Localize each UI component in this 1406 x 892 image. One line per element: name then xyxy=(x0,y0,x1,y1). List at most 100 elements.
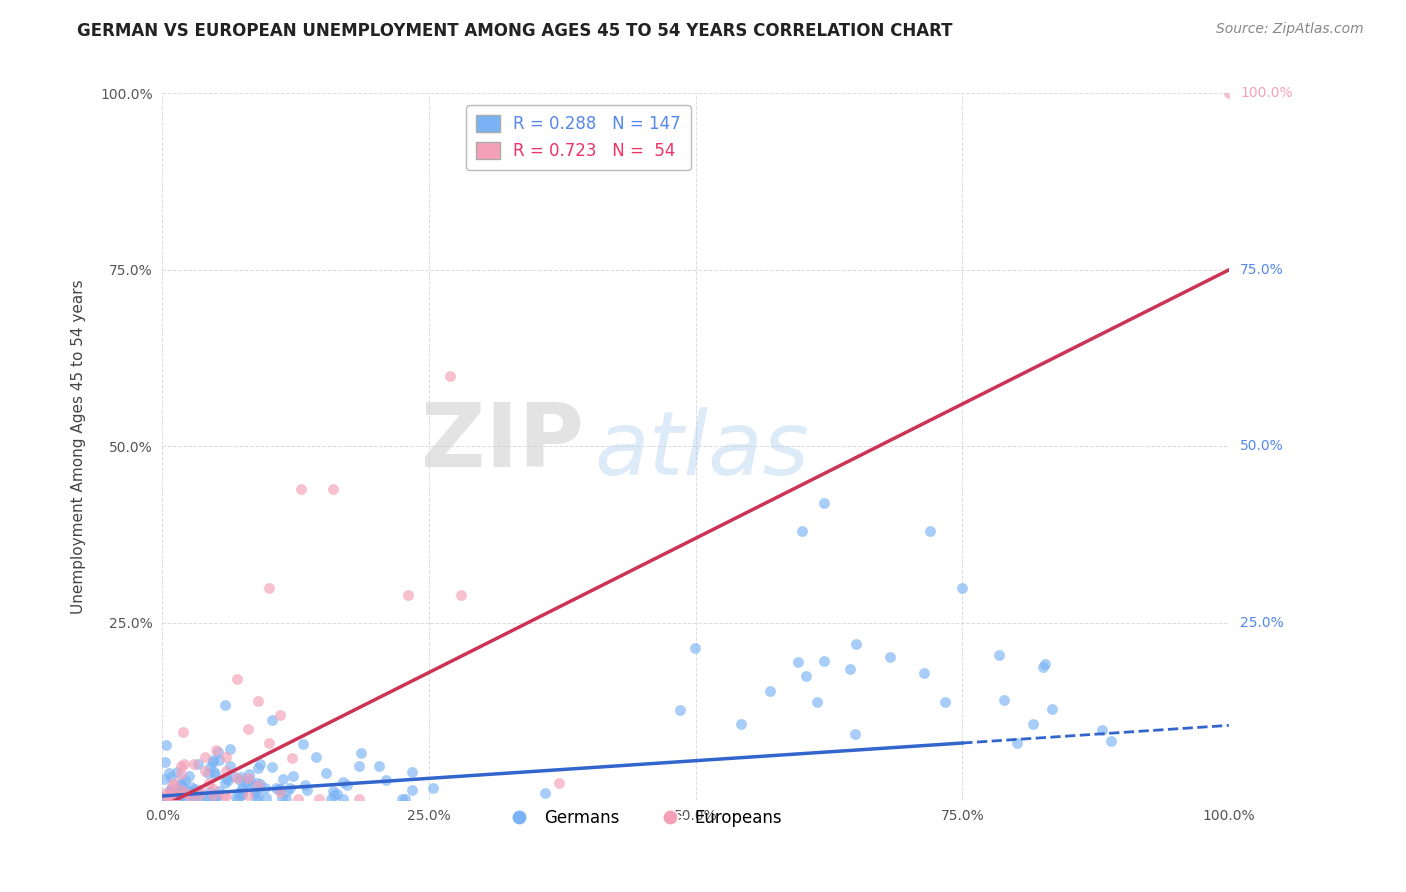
Point xyxy=(201,753,224,767)
Point xyxy=(166,764,188,779)
Point xyxy=(208,753,231,767)
Point xyxy=(269,781,291,796)
Point xyxy=(201,789,224,803)
Point xyxy=(260,760,283,774)
Point xyxy=(335,778,357,792)
Point xyxy=(170,766,193,780)
Point xyxy=(439,368,461,383)
Point xyxy=(1022,717,1045,731)
Point xyxy=(249,756,271,771)
Point xyxy=(198,760,221,774)
Point xyxy=(160,770,183,784)
Point xyxy=(202,788,225,802)
Point xyxy=(231,780,253,795)
Point xyxy=(188,783,211,797)
Point xyxy=(215,771,238,785)
Point xyxy=(322,482,344,496)
Point xyxy=(1099,734,1122,748)
Point xyxy=(205,788,228,802)
Point xyxy=(226,772,249,786)
Point xyxy=(179,784,201,798)
Point xyxy=(236,788,259,802)
Point xyxy=(157,791,180,805)
Point xyxy=(269,707,291,722)
Point xyxy=(167,787,190,801)
Point xyxy=(229,773,252,788)
Point xyxy=(155,789,177,803)
Point xyxy=(153,791,176,805)
Point xyxy=(201,782,224,797)
Point xyxy=(308,792,330,806)
Point xyxy=(156,789,179,803)
Point xyxy=(668,703,690,717)
Point xyxy=(450,588,472,602)
Point xyxy=(225,789,247,804)
Point xyxy=(229,770,252,784)
Point xyxy=(281,751,304,765)
Point xyxy=(305,750,328,764)
Point xyxy=(792,524,814,538)
Point xyxy=(153,792,176,806)
Point xyxy=(215,764,238,779)
Point xyxy=(204,767,226,781)
Point xyxy=(201,755,224,769)
Point xyxy=(322,784,344,798)
Point xyxy=(269,785,291,799)
Point xyxy=(159,789,181,803)
Point xyxy=(332,792,354,806)
Point xyxy=(173,789,195,803)
Point xyxy=(236,722,259,736)
Point xyxy=(221,769,243,783)
Point xyxy=(195,790,218,805)
Point xyxy=(879,650,901,665)
Point xyxy=(246,776,269,790)
Point xyxy=(315,766,337,780)
Point xyxy=(173,772,195,787)
Point xyxy=(162,779,184,793)
Point xyxy=(214,698,236,712)
Point xyxy=(912,666,935,681)
Point xyxy=(283,769,305,783)
Point xyxy=(201,788,224,802)
Point xyxy=(548,776,571,790)
Point xyxy=(260,713,283,727)
Point xyxy=(257,736,280,750)
Point xyxy=(257,581,280,595)
Point xyxy=(271,791,294,805)
Point xyxy=(215,789,238,804)
Point xyxy=(170,759,193,773)
Point xyxy=(264,781,287,796)
Point xyxy=(730,717,752,731)
Point xyxy=(214,775,236,789)
Point xyxy=(204,743,226,757)
Text: Source: ZipAtlas.com: Source: ZipAtlas.com xyxy=(1216,22,1364,37)
Point xyxy=(166,783,188,797)
Point xyxy=(180,786,202,800)
Point xyxy=(169,787,191,801)
Point xyxy=(215,750,238,764)
Point xyxy=(254,790,277,805)
Point xyxy=(183,757,205,772)
Point xyxy=(153,755,176,769)
Point xyxy=(993,693,1015,707)
Point xyxy=(197,765,219,780)
Point xyxy=(163,785,186,799)
Point xyxy=(332,775,354,789)
Point xyxy=(208,784,231,798)
Point xyxy=(198,776,221,790)
Point xyxy=(813,654,835,668)
Point xyxy=(184,781,207,796)
Text: GERMAN VS EUROPEAN UNEMPLOYMENT AMONG AGES 45 TO 54 YEARS CORRELATION CHART: GERMAN VS EUROPEAN UNEMPLOYMENT AMONG AG… xyxy=(77,22,953,40)
Point xyxy=(170,778,193,792)
Point xyxy=(212,788,235,802)
Point xyxy=(368,759,391,773)
Point xyxy=(349,747,371,761)
Point xyxy=(787,655,810,669)
Point xyxy=(950,581,973,595)
Point xyxy=(290,482,312,496)
Point xyxy=(180,792,202,806)
Point xyxy=(238,767,260,781)
Point xyxy=(184,789,207,804)
Point xyxy=(226,792,249,806)
Y-axis label: Unemployment Among Ages 45 to 54 years: Unemployment Among Ages 45 to 54 years xyxy=(72,279,86,614)
